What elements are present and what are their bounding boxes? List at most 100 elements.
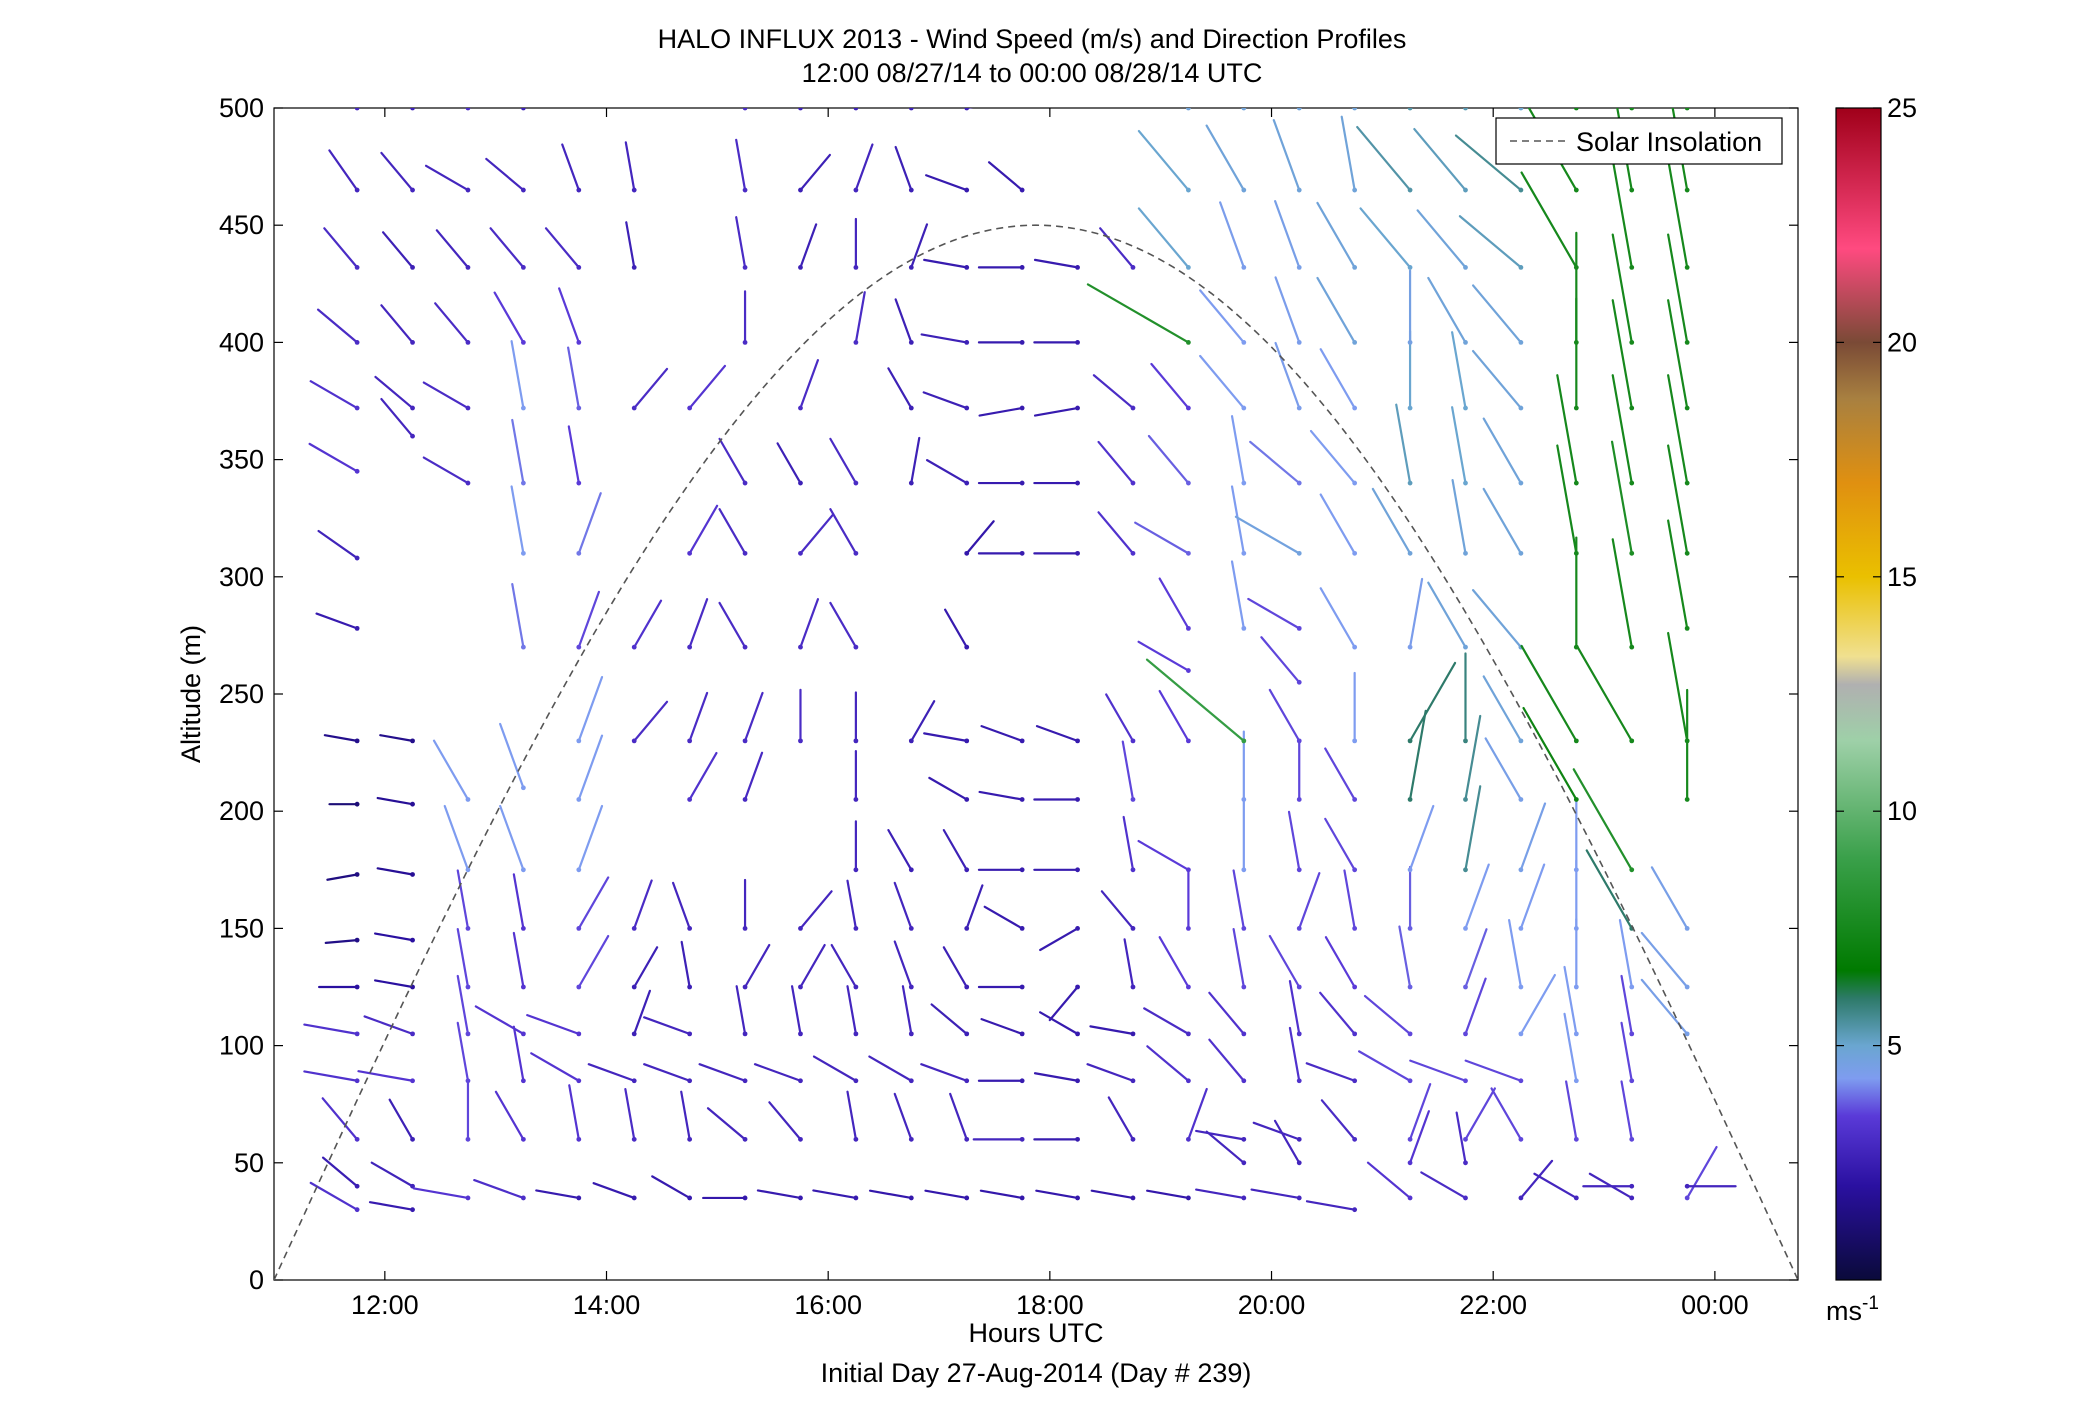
solar-insolation-layer [274,224,1798,1280]
wind-barb [1234,515,1301,555]
wind-barb-point [1296,984,1302,990]
wind-barb-point [465,480,471,486]
wind-barb-point [1130,1136,1136,1142]
wind-barb-point [1629,480,1635,486]
wind-barb-point [742,926,748,931]
wind-barb [1137,129,1190,192]
wind-barb-point [1463,797,1468,802]
wind-barb-point [1463,1078,1468,1084]
wind-barb [1298,872,1321,930]
wind-barb [1205,1130,1245,1164]
wind-barb-point [1407,108,1413,111]
wind-barb [456,974,470,1035]
wind-barb-point [354,1207,360,1213]
wind-barb-point [410,108,415,111]
wind-barb [1319,348,1356,410]
wind-barb-point [853,1136,859,1142]
wind-barb-point [1463,644,1468,650]
wind-barb [1413,127,1467,192]
wind-barb-point [631,926,637,931]
wind-barb [633,879,653,930]
wind-barb-point [354,1183,360,1189]
wind-barb-point [1352,480,1358,486]
wind-barb-point [908,340,914,345]
wind-barb-point [1352,264,1358,270]
wind-barb [1565,1080,1578,1141]
wind-barb-point [1629,340,1635,345]
wind-barb [1309,429,1356,485]
wind-barb [1273,1119,1301,1164]
wind-barb [923,732,968,742]
wind-barb-point [520,480,526,486]
wind-barb-point [1019,926,1025,931]
wind-barb [316,308,359,344]
wind-barb-point [631,984,637,990]
wind-barb-point [1684,1031,1690,1037]
wind-barb-point [1296,108,1302,111]
wind-barb [643,1063,691,1082]
wind-barb-point [1684,1195,1690,1201]
wind-barb-point [742,264,748,270]
wind-barb [1482,417,1523,485]
wind-barb [1451,478,1467,555]
wind-barb [735,138,747,192]
wind-barb-point [853,738,859,744]
wind-barb-point [520,867,526,873]
wind-barb-point [1296,625,1302,631]
wind-barb-point [908,480,914,486]
wind-barb-point [1241,1078,1247,1084]
wind-barb [309,1181,359,1211]
wind-barb [561,143,580,192]
wind-barb [317,529,359,560]
wind-barb-point [908,1031,914,1037]
wind-barb-point [853,797,859,802]
chart-title: HALO INFLUX 2013 - Wind Speed (m/s) and … [658,24,1407,54]
wind-barb [854,291,866,344]
wind-barb-point [354,340,360,345]
wind-barb [412,1187,470,1200]
wind-barb-point [964,1136,970,1142]
wind-barb [1324,817,1356,871]
wind-barb [1319,587,1356,649]
wind-barb-point [908,187,914,193]
wind-barb-point [520,926,526,931]
wind-barb [718,601,747,649]
wind-barb [1563,1012,1578,1082]
wind-barb [925,459,968,485]
wind-barb [1620,974,1633,1035]
wind-barb [776,442,802,485]
wind-barb-point [354,555,360,561]
wind-barb-point [1518,340,1524,345]
wind-barb [379,734,414,742]
wind-barb-point [1463,1160,1468,1166]
wind-barb-point [1463,405,1468,411]
wind-barb [380,151,414,192]
wind-barb [1319,493,1356,555]
wind-barb-point [964,984,970,990]
wind-barb-point [1407,550,1413,556]
wind-barb-point [1629,1031,1635,1037]
wind-barb-point [853,108,859,111]
y-tick-label: 300 [219,562,264,592]
wind-barb [493,291,525,344]
wind-barb [1208,991,1245,1035]
wind-barb [680,940,691,989]
wind-barb [1134,521,1190,555]
x-tick-label: 16:00 [794,1290,862,1320]
wind-barb [1092,374,1135,410]
wind-barb [868,1055,913,1082]
wind-barb-point [908,108,914,111]
wind-barb-point [1684,108,1690,111]
wind-barb-point [742,738,748,744]
wind-barb [706,1107,747,1141]
wind-barb-point [964,405,970,411]
wind-barb-point [1186,867,1191,873]
wind-barb [410,108,414,110]
wind-barb [1519,863,1546,930]
wind-barb-point [1130,797,1136,802]
wind-barb-point [1352,984,1358,990]
wind-barb [1230,415,1245,485]
wind-barb [376,796,414,806]
wind-barb [1520,171,1578,269]
